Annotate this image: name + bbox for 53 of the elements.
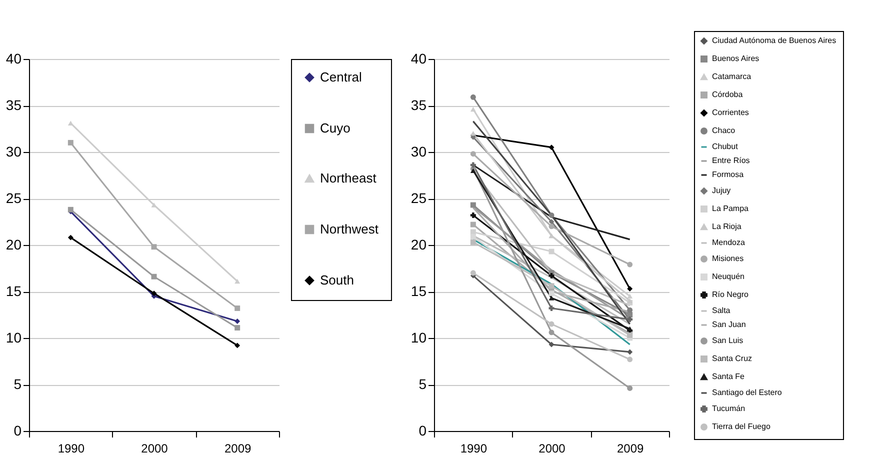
- y-tick-label: 30: [410, 144, 427, 160]
- y-tick-label: 10: [410, 330, 427, 346]
- y-tick-label: 5: [14, 376, 22, 392]
- legend-label: Buenos Aires: [712, 54, 760, 63]
- x-tick-label: 2009: [224, 442, 252, 456]
- legend-label: Neuquén: [712, 272, 744, 281]
- y-tick-label: 35: [6, 97, 22, 113]
- y-tick-label: 15: [6, 283, 22, 299]
- legend-label: La Pampa: [712, 204, 750, 213]
- legend-label: Santa Fe: [712, 372, 746, 381]
- legend-label: Río Negro: [712, 290, 750, 299]
- legend-label: Jujuy: [712, 186, 731, 195]
- y-tick-label: 40: [410, 50, 427, 66]
- x-tick-label: 2000: [141, 442, 168, 456]
- legend-label: Entre Ríos: [712, 156, 750, 165]
- legend-label: South: [320, 272, 354, 288]
- legend-label: Santa Cruz: [712, 354, 752, 363]
- legend-label: Santiago del Estero: [712, 388, 782, 397]
- x-tick-label: 1990: [58, 442, 85, 456]
- legend-label: La Rioja: [712, 222, 742, 231]
- legend-label: Cuyo: [320, 120, 350, 136]
- legend-label: Formosa: [712, 170, 744, 179]
- legend-label: Córdoba: [712, 90, 744, 99]
- y-tick-label: 35: [410, 97, 427, 113]
- x-tick-label: 1990: [460, 442, 488, 456]
- y-tick-label: 10: [6, 330, 22, 346]
- legend-label: Chaco: [712, 126, 736, 135]
- x-tick-label: 2000: [538, 442, 566, 456]
- legend-label: Misiones: [712, 254, 744, 263]
- legend-label: Salta: [712, 306, 731, 315]
- y-tick-label: 25: [410, 190, 427, 206]
- legend-label: San Juan: [712, 320, 746, 329]
- y-tick-label: 30: [6, 144, 22, 160]
- legend-label: Northeast: [320, 170, 377, 186]
- legend-label: Northwest: [320, 222, 379, 236]
- legend-label: Corrientes: [712, 108, 749, 117]
- y-tick-label: 25: [6, 190, 22, 206]
- y-tick-label: 20: [6, 236, 22, 252]
- y-tick-label: 5: [418, 376, 427, 392]
- legend-label: San Luis: [712, 336, 744, 345]
- y-tick-label: 0: [14, 422, 22, 438]
- legend-label: Tucumán: [712, 404, 746, 413]
- y-tick-label: 15: [410, 283, 427, 299]
- legend-label: Mendoza: [712, 238, 746, 247]
- y-tick-label: 20: [410, 236, 427, 252]
- legend-label: Tierra del Fuego: [712, 422, 771, 431]
- x-tick-label: 2009: [616, 442, 644, 456]
- legend-label: Central: [320, 70, 362, 84]
- y-tick-label: 40: [6, 50, 22, 66]
- legend-label: Ciudad Autónoma de Buenos Aires: [712, 36, 836, 45]
- y-tick-label: 0: [418, 422, 427, 438]
- legend-label: Catamarca: [712, 72, 752, 81]
- legend-label: Chubut: [712, 142, 739, 151]
